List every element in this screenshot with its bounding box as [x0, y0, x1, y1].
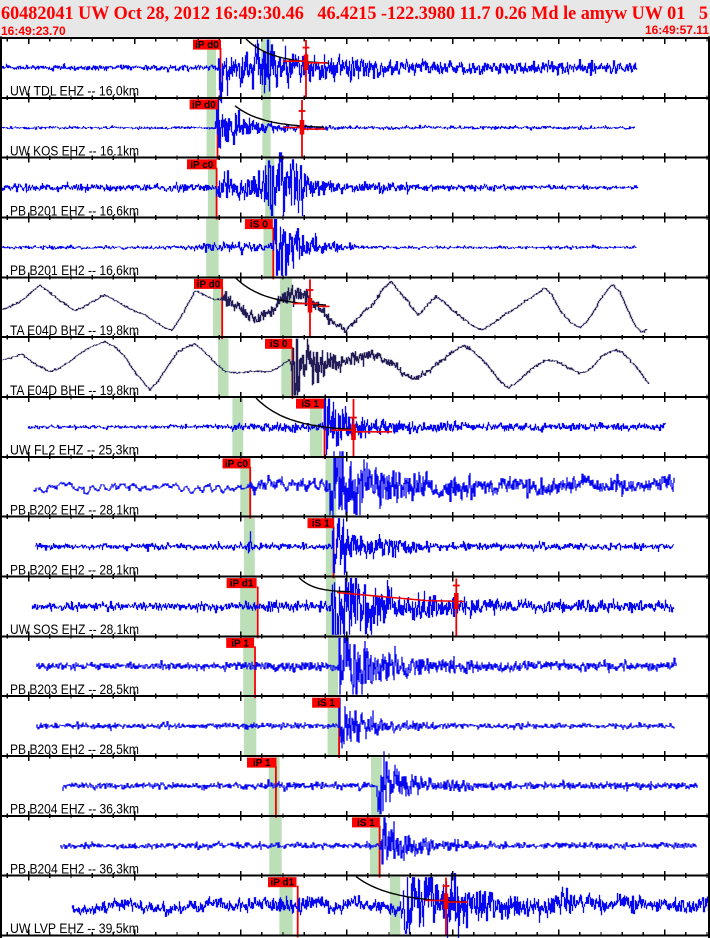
- svg-text:iP d1: iP d1: [270, 878, 294, 889]
- svg-text:UW KOS EHZ -- 16.1km: UW KOS EHZ -- 16.1km: [10, 144, 139, 159]
- svg-text:iS 1: iS 1: [312, 519, 330, 530]
- svg-text:PB B202 EH2 -- 28.1km: PB B202 EH2 -- 28.1km: [10, 562, 139, 577]
- svg-text:PB B201 EH2 -- 16.6km: PB B201 EH2 -- 16.6km: [10, 263, 139, 278]
- svg-text:UW FL2 EHZ -- 25.3km: UW FL2 EHZ -- 25.3km: [10, 443, 139, 458]
- svg-text:UW LVP EHZ -- 39.5km: UW LVP EHZ -- 39.5km: [10, 921, 139, 936]
- svg-text:iP d1: iP d1: [230, 579, 254, 590]
- svg-text:60482041 UW Oct 28, 2012 16:49: 60482041 UW Oct 28, 2012 16:49:30.46 46.…: [1, 3, 708, 24]
- svg-text:TA E04D BHZ -- 19.8km: TA E04D BHZ -- 19.8km: [10, 323, 139, 338]
- svg-text:iS 0: iS 0: [250, 220, 268, 231]
- svg-text:iS 1: iS 1: [301, 399, 319, 410]
- svg-text:iP c0: iP c0: [190, 160, 214, 171]
- svg-text:iS 0: iS 0: [270, 339, 288, 350]
- svg-text:iP 1: iP 1: [231, 638, 249, 649]
- svg-text:iP 1: iP 1: [253, 758, 271, 769]
- svg-text:iS 1: iS 1: [357, 818, 375, 829]
- svg-text:UW SOS EHZ -- 28.1km: UW SOS EHZ -- 28.1km: [10, 622, 139, 637]
- svg-text:PB B204 EHZ -- 36.3km: PB B204 EHZ -- 36.3km: [10, 802, 139, 817]
- svg-text:UW TDL EHZ -- 16.0km: UW TDL EHZ -- 16.0km: [10, 84, 139, 99]
- svg-text:PB B202 EHZ -- 28.1km: PB B202 EHZ -- 28.1km: [10, 502, 139, 517]
- svg-text:iP d0: iP d0: [192, 100, 216, 111]
- svg-text:16:49:23.70: 16:49:23.70: [1, 24, 66, 38]
- svg-text:16:49:57.11: 16:49:57.11: [645, 23, 709, 37]
- svg-text:iP d0: iP d0: [195, 40, 219, 51]
- svg-text:iS 1: iS 1: [317, 698, 335, 709]
- svg-text:iP d0: iP d0: [197, 279, 221, 290]
- svg-text:PB B204 EH2 -- 36.3km: PB B204 EH2 -- 36.3km: [10, 861, 139, 876]
- svg-text:PB B201 EHZ -- 16.6km: PB B201 EHZ -- 16.6km: [10, 203, 139, 218]
- svg-text:iP c0: iP c0: [225, 459, 249, 470]
- svg-text:PB B203 EH2 -- 28.5km: PB B203 EH2 -- 28.5km: [10, 742, 139, 757]
- svg-text:TA E04D BHE -- 19.8km: TA E04D BHE -- 19.8km: [10, 383, 139, 398]
- svg-text:PB B203 EHZ -- 28.5km: PB B203 EHZ -- 28.5km: [10, 682, 139, 697]
